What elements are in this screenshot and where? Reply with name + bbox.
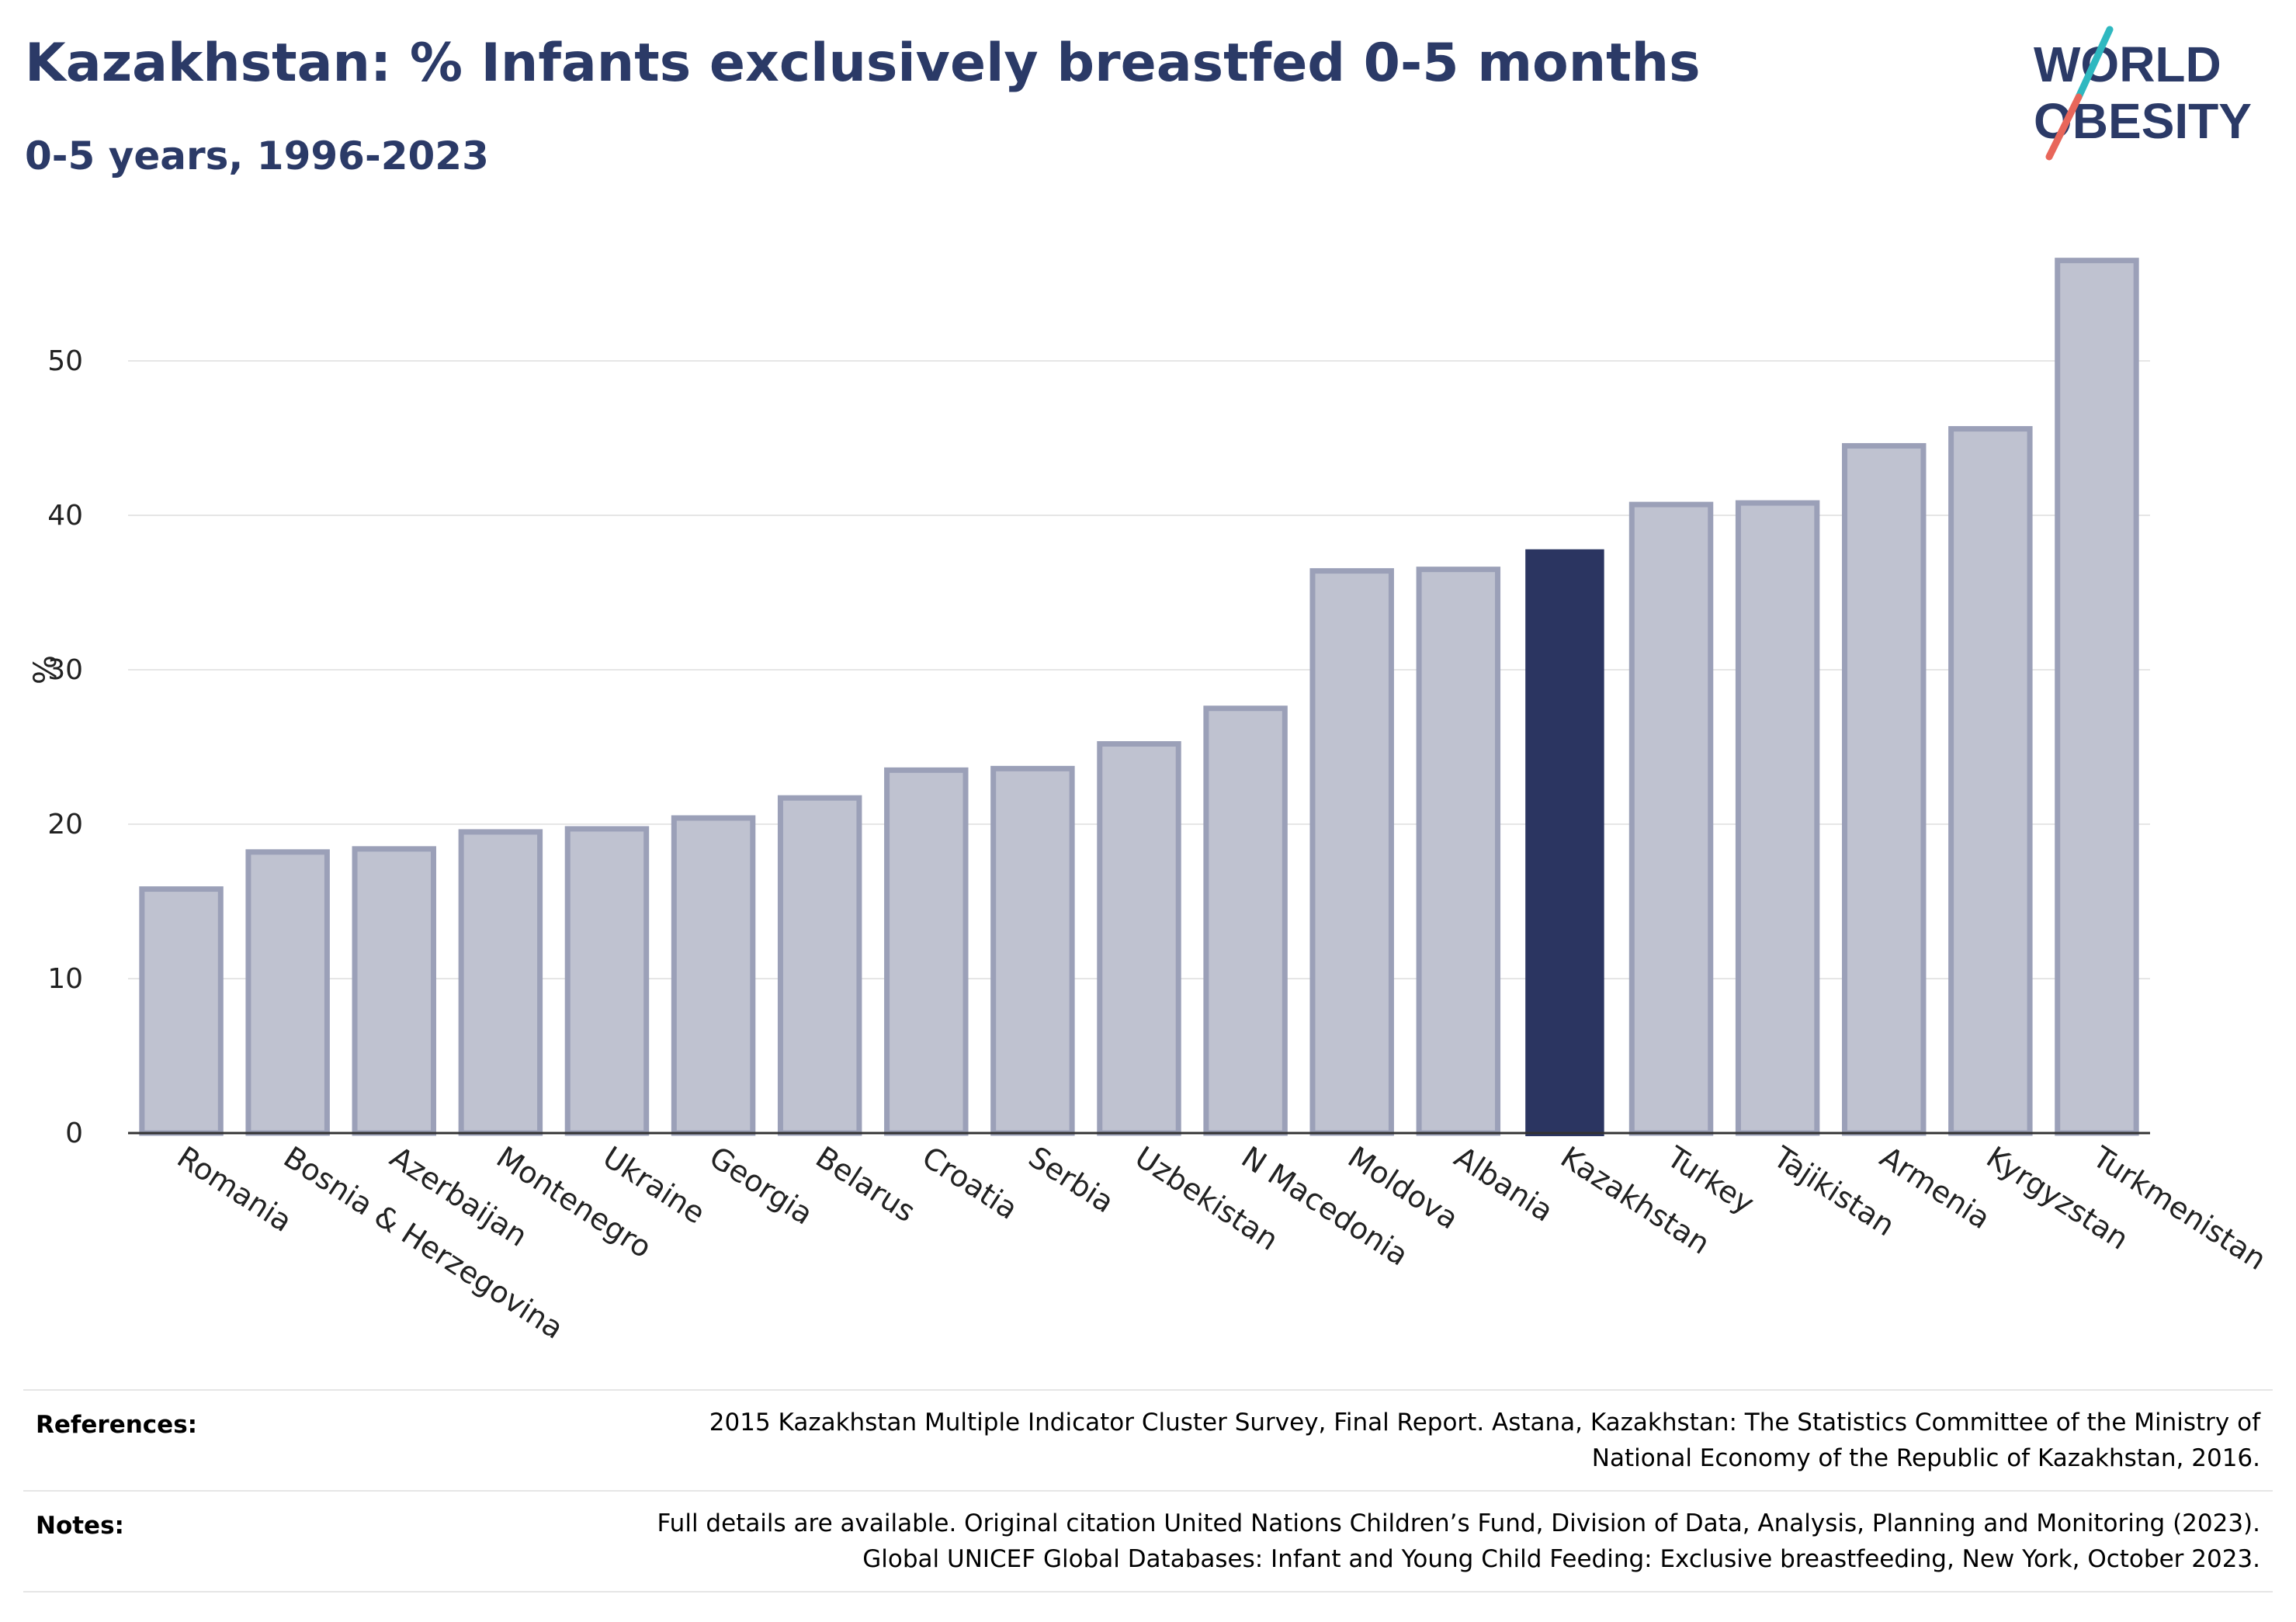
bar xyxy=(1842,442,1927,1136)
chart-title: Kazakhstan: % Infants exclusively breast… xyxy=(25,33,1701,94)
notes-line: Global UNICEF Global Databases: Infant a… xyxy=(862,1545,2260,1573)
notes-text: Full details are available. Original cit… xyxy=(567,1506,2273,1577)
bar xyxy=(1203,705,1288,1136)
references-row: References: 2015 Kazakhstan Multiple Ind… xyxy=(23,1389,2273,1490)
y-tick-label: 50 xyxy=(47,345,83,377)
y-tick-label: 20 xyxy=(47,809,83,840)
bar xyxy=(1097,741,1181,1136)
notes-line: Full details are available. Original cit… xyxy=(657,1509,2260,1537)
bar xyxy=(139,886,224,1136)
notes-row: Notes: Full details are available. Origi… xyxy=(23,1490,2273,1593)
bar xyxy=(2055,258,2139,1136)
chart-subtitle: 0-5 years, 1996-2023 xyxy=(25,133,489,178)
bar xyxy=(777,795,862,1136)
bar xyxy=(1309,568,1394,1136)
x-tick-label: Serbia xyxy=(1022,1140,1120,1220)
bar xyxy=(671,815,756,1136)
x-tick-label: Turkmenistan xyxy=(2086,1139,2273,1277)
logo-teal-slash xyxy=(2075,26,2114,101)
references-text: 2015 Kazakhstan Multiple Indicator Clust… xyxy=(567,1405,2273,1476)
y-tick-label: 10 xyxy=(47,963,83,995)
y-tick-label: 30 xyxy=(47,654,83,686)
bar xyxy=(352,846,436,1136)
references-line: 2015 Kazakhstan Multiple Indicator Clust… xyxy=(709,1409,2260,1437)
logo-coral-slash xyxy=(2045,93,2083,161)
world-obesity-logo: WORLD OBESITY xyxy=(2034,26,2252,161)
bar xyxy=(1948,426,2033,1136)
bar xyxy=(1416,567,1501,1136)
references-line: National Economy of the Republic of Kaza… xyxy=(1591,1444,2260,1472)
bar xyxy=(564,826,650,1136)
x-tick-label: Albania xyxy=(1448,1140,1559,1229)
references-table: References: 2015 Kazakhstan Multiple Ind… xyxy=(23,1389,2273,1593)
bar xyxy=(1628,501,1714,1136)
x-tick-label: Georgia xyxy=(703,1140,819,1232)
notes-label: Notes: xyxy=(36,1512,124,1540)
bar xyxy=(884,767,969,1136)
y-axis-label: % xyxy=(28,655,64,684)
y-tick-label: 0 xyxy=(65,1118,83,1149)
x-tick-label: Romania xyxy=(172,1140,298,1239)
x-tick-label: Croatia xyxy=(916,1140,1024,1226)
logo-line1: WORLD xyxy=(2034,36,2221,92)
bar xyxy=(1735,500,1820,1136)
x-tick-label: Belarus xyxy=(810,1140,921,1229)
x-tick-label: Tajikistan xyxy=(1767,1139,1900,1242)
y-tick-label: 40 xyxy=(47,500,83,532)
bar xyxy=(245,849,330,1136)
bar xyxy=(458,829,543,1136)
bar xyxy=(1525,549,1604,1136)
references-label: References: xyxy=(36,1411,198,1439)
bar xyxy=(990,765,1075,1136)
